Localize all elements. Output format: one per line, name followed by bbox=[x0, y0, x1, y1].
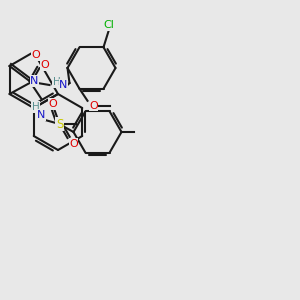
Text: N: N bbox=[59, 80, 68, 90]
Text: O: O bbox=[40, 60, 49, 70]
Text: O: O bbox=[69, 139, 78, 149]
Text: Cl: Cl bbox=[103, 20, 114, 30]
Text: S: S bbox=[56, 118, 63, 130]
Text: N: N bbox=[37, 110, 46, 120]
Text: N: N bbox=[30, 76, 39, 86]
Text: O: O bbox=[89, 101, 98, 111]
Text: O: O bbox=[32, 50, 40, 60]
Text: H: H bbox=[32, 102, 39, 112]
Text: H: H bbox=[52, 77, 60, 87]
Text: O: O bbox=[48, 99, 57, 109]
